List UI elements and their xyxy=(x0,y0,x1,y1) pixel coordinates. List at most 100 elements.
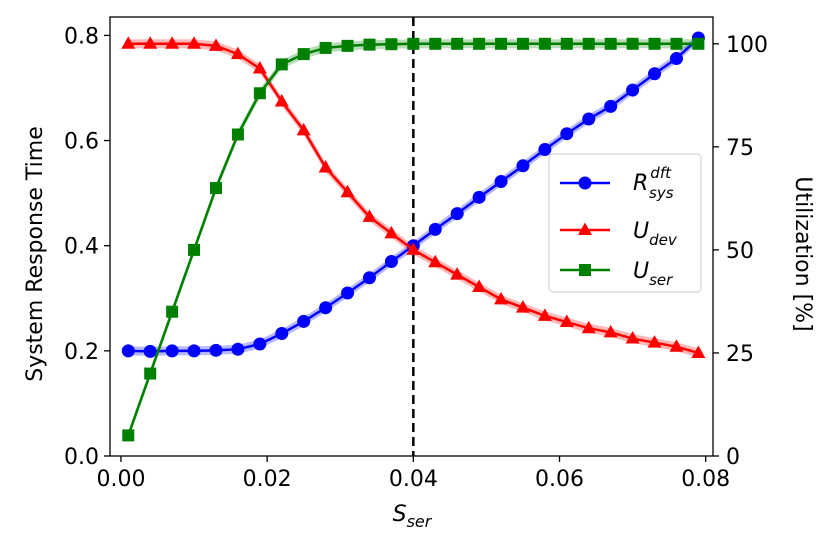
data-point-u-dev-21 xyxy=(581,320,596,334)
data-point-u-ser-5 xyxy=(231,128,244,141)
data-point-u-ser-23 xyxy=(626,37,639,50)
x-axis-label: Sser xyxy=(393,502,433,531)
data-point-r-sys-16 xyxy=(472,190,486,204)
data-point-r-sys-15 xyxy=(450,207,464,221)
data-point-u-ser-16 xyxy=(473,37,486,50)
data-point-u-ser-20 xyxy=(560,37,573,50)
data-point-r-sys-2 xyxy=(165,344,179,358)
data-point-u-ser-4 xyxy=(209,182,222,195)
data-point-u-ser-24 xyxy=(648,37,661,50)
data-point-u-dev-2 xyxy=(165,36,180,49)
data-point-u-ser-22 xyxy=(604,37,617,50)
data-point-u-ser-26 xyxy=(692,37,705,50)
data-point-r-sys-7 xyxy=(275,327,289,341)
data-point-u-dev-14 xyxy=(428,254,443,268)
x-tick-label-1: 0.02 xyxy=(243,467,292,492)
data-point-r-sys-10 xyxy=(341,286,355,300)
data-point-r-sys-11 xyxy=(362,271,376,285)
legend-label-rsys-base: R xyxy=(633,171,648,196)
y-axis-left-label: System Response Time xyxy=(23,126,48,382)
y-left-tick-label-3: 0.6 xyxy=(64,130,99,155)
data-point-r-sys-6 xyxy=(253,337,267,351)
data-point-r-sys-21 xyxy=(582,112,596,126)
data-point-u-ser-3 xyxy=(188,243,201,256)
data-point-u-ser-1 xyxy=(144,367,157,380)
data-point-u-dev-0 xyxy=(121,36,136,49)
legend-label-udev-base: U xyxy=(633,219,649,244)
data-point-u-dev-8 xyxy=(296,122,311,136)
data-point-u-ser-12 xyxy=(385,38,398,51)
legend-marker-udev xyxy=(578,222,592,235)
x-axis-label-base: S xyxy=(393,502,407,527)
data-point-r-sys-20 xyxy=(560,127,574,141)
data-point-u-ser-8 xyxy=(297,48,310,61)
x-tick-label-4: 0.08 xyxy=(681,467,730,492)
data-point-u-dev-9 xyxy=(318,159,333,173)
data-point-u-ser-10 xyxy=(341,39,354,52)
data-point-r-sys-12 xyxy=(384,254,398,268)
x-tick-label-2: 0.04 xyxy=(389,467,438,492)
data-point-r-sys-9 xyxy=(319,301,333,315)
data-point-r-sys-22 xyxy=(604,99,618,113)
data-point-r-sys-17 xyxy=(494,175,508,189)
data-point-u-dev-13 xyxy=(406,242,421,255)
data-point-u-dev-19 xyxy=(537,308,552,321)
x-tick-label-3: 0.06 xyxy=(535,467,584,492)
data-point-u-dev-5 xyxy=(230,46,245,60)
data-point-u-ser-9 xyxy=(319,41,332,54)
y-right-tick-label-4: 100 xyxy=(726,33,768,58)
data-point-u-dev-22 xyxy=(603,324,618,338)
data-point-u-dev-15 xyxy=(450,267,465,280)
legend-box xyxy=(548,153,702,293)
data-point-u-ser-15 xyxy=(451,37,464,50)
x-axis-label-sub: ser xyxy=(407,512,433,531)
data-point-u-ser-11 xyxy=(363,38,376,51)
data-point-u-dev-6 xyxy=(252,61,267,74)
data-point-u-ser-25 xyxy=(670,37,683,50)
legend-marker-rsys xyxy=(578,176,592,190)
data-point-u-ser-19 xyxy=(538,37,551,50)
y-axis-right-label: Utilization [%] xyxy=(790,176,815,331)
y-left-tick-label-0: 0.0 xyxy=(64,445,99,470)
y-left-tick-label-1: 0.2 xyxy=(64,340,99,365)
data-point-u-ser-7 xyxy=(275,58,288,71)
y-right-tick-label-2: 50 xyxy=(726,239,754,264)
y-left-tick-label-4: 0.8 xyxy=(64,24,99,49)
data-point-u-ser-13 xyxy=(407,37,420,50)
data-point-u-ser-14 xyxy=(429,37,442,50)
data-point-r-sys-24 xyxy=(648,67,662,81)
legend-label-user-sub: ser xyxy=(649,271,673,289)
data-point-r-sys-5 xyxy=(231,342,245,356)
data-point-u-dev-7 xyxy=(274,94,289,107)
data-point-u-dev-4 xyxy=(208,38,223,51)
y-right-tick-label-1: 25 xyxy=(726,342,754,367)
data-point-r-sys-3 xyxy=(187,344,201,358)
y-left-tick-label-2: 0.4 xyxy=(64,235,99,260)
plot-frame xyxy=(109,16,714,457)
legend-entry-udev: Udev xyxy=(560,219,678,249)
data-point-u-ser-6 xyxy=(253,87,266,100)
data-point-r-sys-14 xyxy=(428,222,442,236)
legend-label-rsys-sub: sys xyxy=(649,184,674,202)
legend-label-rsys-sup: dft xyxy=(650,164,672,182)
data-point-u-dev-16 xyxy=(472,279,487,292)
y-right-tick-label-0: 0 xyxy=(726,445,740,470)
y-right-tick-label-3: 75 xyxy=(726,136,754,161)
data-point-u-dev-25 xyxy=(669,339,684,352)
data-point-r-sys-18 xyxy=(516,159,530,173)
data-point-u-ser-17 xyxy=(495,37,508,50)
data-point-u-ser-2 xyxy=(166,305,179,318)
data-point-r-sys-1 xyxy=(143,344,157,358)
data-point-u-dev-26 xyxy=(691,345,706,358)
x-tick-label-0: 0.00 xyxy=(96,467,145,492)
data-point-r-sys-19 xyxy=(538,142,552,156)
data-point-u-dev-20 xyxy=(559,314,574,328)
data-point-u-dev-12 xyxy=(384,225,399,239)
data-point-u-ser-21 xyxy=(582,37,595,50)
data-point-u-ser-18 xyxy=(516,37,529,50)
data-point-u-dev-11 xyxy=(362,209,377,222)
